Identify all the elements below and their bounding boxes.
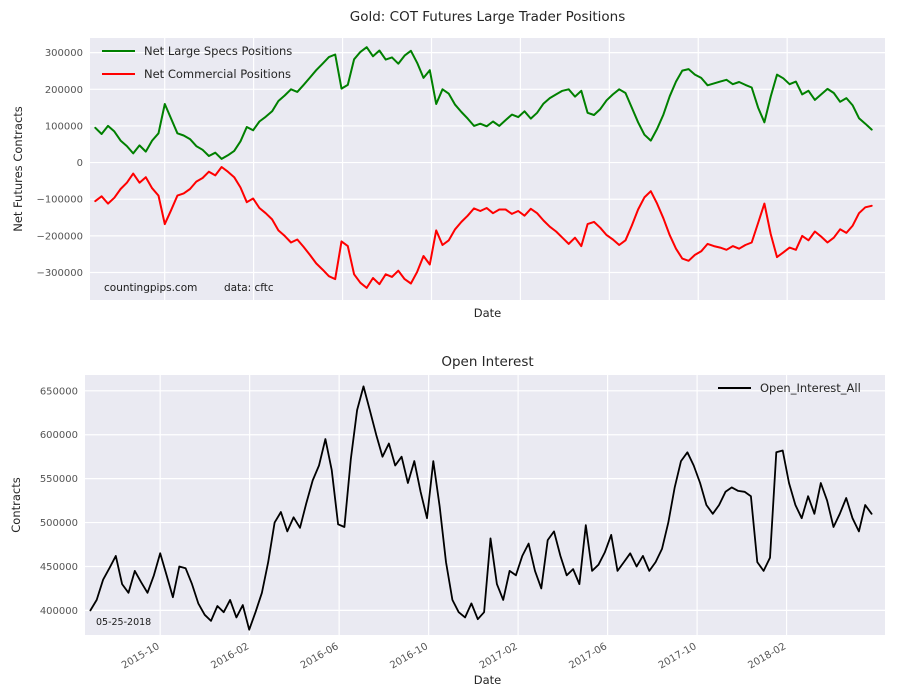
cot-plot-area: 300000 200000 100000 0 −100000 −200000 −300000 (36, 38, 885, 300)
svg-text:300000: 300000 (45, 48, 83, 59)
oi-chart-title: Open Interest (441, 354, 534, 370)
open-interest-line-swatch (718, 387, 751, 389)
svg-text:2017-06: 2017-06 (567, 641, 609, 671)
svg-text:−100000: −100000 (36, 195, 83, 206)
oi-x-axis-label: Date (473, 673, 502, 687)
svg-text:0: 0 (77, 158, 83, 169)
cot-x-axis-label: Date (473, 306, 502, 320)
cot-chart-title: Gold: COT Futures Large Trader Positions (349, 9, 626, 25)
svg-text:2016-02: 2016-02 (209, 641, 251, 671)
oi-plot-area: 650000 600000 550000 500000 450000 400000 2015… (40, 375, 885, 671)
oi-legend: Open_Interest_All (718, 381, 861, 395)
svg-text:200000: 200000 (45, 85, 83, 96)
svg-text:2017-02: 2017-02 (478, 641, 520, 671)
legend-item-open-interest: Open_Interest_All (718, 381, 861, 395)
cot-positions-chart: 300000 200000 100000 0 −100000 −200000 −300000… (0, 0, 900, 345)
legend-item-commercials: Net Commercial Positions (102, 67, 292, 81)
svg-text:2016-06: 2016-06 (299, 641, 341, 671)
svg-text:500000: 500000 (40, 518, 78, 529)
svg-text:650000: 650000 (40, 386, 78, 397)
oi-y-axis-label: Contracts (9, 477, 23, 533)
svg-text:100000: 100000 (45, 121, 83, 132)
svg-text:600000: 600000 (40, 430, 78, 441)
countingpips-watermark: countingpips.com (104, 282, 198, 294)
svg-text:2016-10: 2016-10 (388, 641, 430, 671)
svg-text:2017-10: 2017-10 (657, 641, 699, 671)
large-specs-line-swatch (102, 50, 135, 52)
svg-text:−300000: −300000 (36, 268, 83, 279)
cot-y-axis-label: Net Futures Contracts (11, 106, 25, 232)
svg-text:2015-10: 2015-10 (120, 641, 162, 671)
svg-text:400000: 400000 (40, 606, 78, 617)
commercials-legend-label: Net Commercial Positions (144, 67, 292, 81)
report-date-label: 05-25-2018 (96, 617, 152, 628)
data-source-label: data: cftc (224, 282, 274, 294)
open-interest-legend-label: Open_Interest_All (760, 381, 861, 395)
cot-legend: Net Large Specs Positions Net Commercial… (102, 44, 292, 81)
open-interest-chart: 650000 600000 550000 500000 450000 400000 2015… (0, 345, 900, 700)
svg-text:2018-02: 2018-02 (746, 641, 788, 671)
svg-text:550000: 550000 (40, 474, 78, 485)
legend-item-large-specs: Net Large Specs Positions (102, 44, 292, 58)
large-specs-legend-label: Net Large Specs Positions (144, 44, 293, 58)
commercials-line-swatch (102, 73, 135, 75)
svg-text:450000: 450000 (40, 562, 78, 573)
svg-text:−200000: −200000 (36, 231, 83, 242)
